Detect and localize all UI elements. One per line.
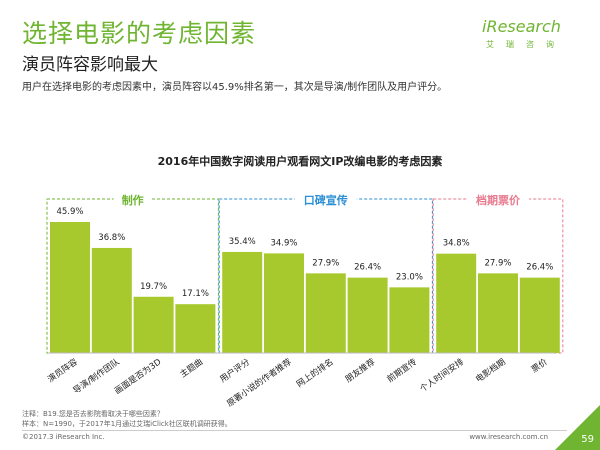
data-label: 23.0% <box>396 272 423 282</box>
bar <box>222 251 263 353</box>
data-label: 26.4% <box>354 263 381 273</box>
data-label: 17.1% <box>182 289 209 299</box>
group-label-bg <box>113 192 152 206</box>
category-label: 票价 <box>530 357 550 375</box>
data-label: 27.9% <box>484 258 511 268</box>
logo-cn-text: 艾瑞咨询 <box>486 40 566 49</box>
bar <box>519 277 560 353</box>
page-subtitle: 演员阵容影响最大 <box>22 55 158 75</box>
category-label: 个人时间安排 <box>418 356 466 395</box>
data-label: 27.9% <box>312 258 339 268</box>
group-label: 档期票价 <box>476 193 521 207</box>
category-label: 用户评分 <box>218 356 253 385</box>
summary-text: 用户在选择电影的考虑因素中，演员阵容以45.9%排名第一，其次是导演/制作团队及… <box>22 82 448 93</box>
group-label: 制作 <box>122 193 144 207</box>
iresearch-logo: iResearch 艾瑞咨询 <box>482 17 582 59</box>
bar <box>264 253 304 353</box>
page-corner <box>555 405 600 450</box>
bar <box>436 253 477 353</box>
bar-chart: 制作 口碑宣传 档期票价45.9%演员阵容36.8%导演/制作团队19.7%画面是否… <box>46 192 564 409</box>
chart-title: 2016年中国数字阅读用户观看网文IP改编电影的考虑因素 <box>157 155 443 168</box>
group-label: 口碑宣传 <box>304 193 348 207</box>
bar <box>50 221 90 353</box>
group-label-bg <box>294 192 357 206</box>
data-label: 35.4% <box>229 237 256 247</box>
bar <box>133 296 174 353</box>
data-label: 34.8% <box>443 239 470 249</box>
bar <box>347 277 388 353</box>
category-label: 电影档期 <box>474 356 508 385</box>
page-title: 选择电影的考虑因素 <box>22 19 257 48</box>
website-link[interactable]: www.iresearch.com.cn <box>469 433 548 441</box>
footer-sample: 样本：N=1990，于2017年1月通过艾瑞iClick社区联机调研获得。 <box>22 420 232 428</box>
footer-note: 注释：B19.您是否去影院看取决于哪些因素？ <box>22 410 164 418</box>
copyright: ©2017.3 iResearch Inc. <box>22 433 105 441</box>
category-label: 网上的排名 <box>294 356 335 389</box>
data-label: 26.4% <box>526 263 553 273</box>
group-label-bg <box>467 192 529 206</box>
data-label: 34.9% <box>270 238 297 248</box>
footer-divider <box>22 430 567 431</box>
bar <box>478 273 518 353</box>
bar <box>305 273 346 353</box>
bar <box>91 247 132 353</box>
category-label: 朋友推荐 <box>343 356 378 385</box>
logo-mark: iResearch <box>482 17 561 36</box>
data-label: 19.7% <box>140 282 167 292</box>
category-label: 画面是否为3D <box>112 356 163 397</box>
data-label: 36.8% <box>98 233 125 243</box>
category-label: 主题曲 <box>178 356 205 380</box>
page-number: 59 <box>581 434 594 445</box>
data-label: 45.9% <box>56 207 83 217</box>
bar <box>389 287 430 353</box>
group-frame <box>432 198 564 354</box>
bar <box>175 304 216 353</box>
category-label: 前期宣传 <box>385 356 420 385</box>
category-label: 演员阵容 <box>46 356 81 385</box>
